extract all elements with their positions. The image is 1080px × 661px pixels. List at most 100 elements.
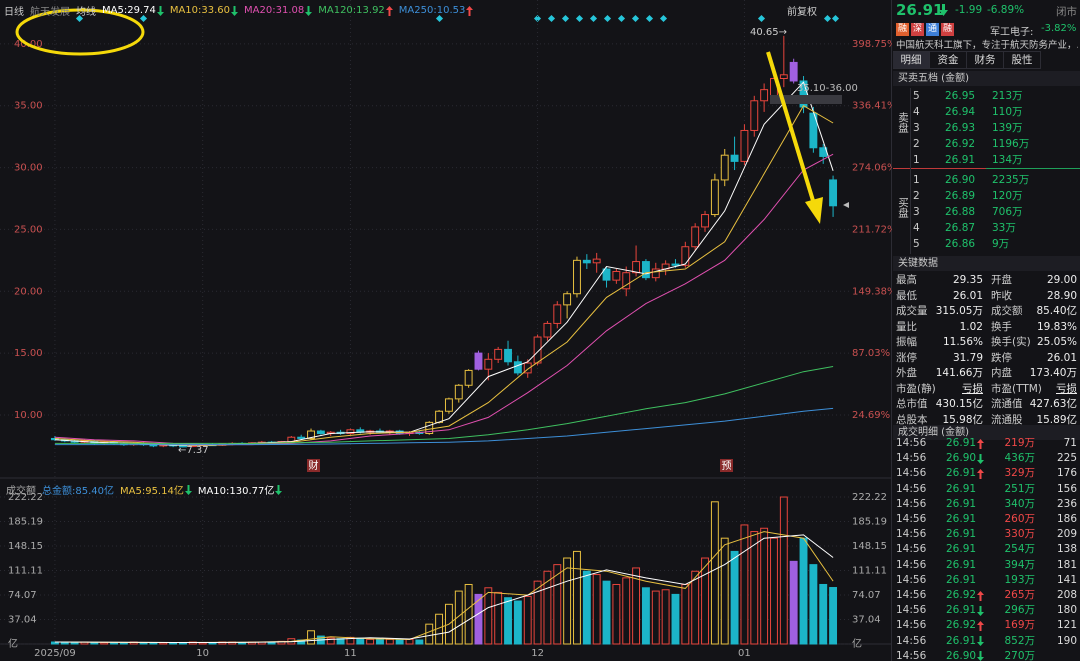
period[interactable]: 日线 (4, 7, 24, 18)
tab[interactable]: 股性 (1004, 52, 1041, 68)
candle-body (691, 226, 700, 248)
count: 138 (1056, 543, 1077, 556)
x-tick-label: 10 (196, 648, 209, 659)
y-tick-label: 185.19 (852, 517, 887, 528)
volume-bar (415, 639, 424, 645)
candle-body (681, 246, 690, 266)
high-label: 40.65→ (750, 27, 787, 38)
sector[interactable]: 军工电子: (990, 27, 1034, 38)
candle-body (602, 268, 611, 281)
key-value: 28.90 (1046, 289, 1077, 302)
key-label: 最低 (896, 289, 917, 302)
marks (50, 35, 838, 645)
legend-item: 总金额:85.40亿 (42, 486, 114, 497)
key-row: 振幅 11.56% 换手(实) 25.05% (893, 335, 1080, 350)
amount: 296万 (1004, 604, 1035, 617)
ma-line (54, 534, 834, 643)
legend-item: MA10:33.60 (170, 5, 239, 16)
amount: 340万 (1004, 497, 1035, 510)
event-badge[interactable]: 预 (722, 460, 732, 472)
key-value: 1.02 (959, 320, 983, 333)
up-icon (977, 620, 985, 631)
volume-bar (100, 642, 109, 645)
event-marker (589, 14, 598, 23)
level: 3 (913, 122, 920, 134)
key-value: 85.40亿 (1036, 305, 1077, 317)
amount: 251万 (1004, 482, 1035, 495)
level: 2 (913, 138, 920, 150)
candle-body (553, 304, 562, 324)
event-marker (823, 14, 832, 23)
count: 71 (1063, 437, 1077, 449)
volume-bar (592, 574, 601, 645)
market-status: 闭市 (1056, 6, 1077, 18)
volume-bar (612, 583, 621, 645)
amount: 1196万 (992, 138, 1030, 150)
book-row: 4 26.87 33万 (893, 221, 1080, 236)
key-label: 昨收 (991, 289, 1012, 302)
amount: 134万 (992, 154, 1023, 166)
event-marker (645, 14, 654, 23)
volume-bar (750, 531, 759, 645)
trade-row: 14:56 26.92 169万 121 (893, 618, 1080, 633)
price: 26.87 (945, 222, 976, 234)
adjust-mode[interactable]: 前复权 (787, 7, 817, 18)
event-badge[interactable]: 财 (309, 459, 319, 472)
key-value: 29.00 (1046, 274, 1077, 286)
candle-body (651, 268, 660, 279)
y2-tick-label: 149.38% (852, 286, 892, 297)
legend-item: MA250:10.53 (399, 5, 474, 16)
volume-bar (641, 587, 650, 645)
amount: 270万 (1004, 649, 1035, 661)
event-marker (561, 14, 570, 23)
time: 14:56 (896, 437, 927, 449)
event-marker (139, 14, 148, 23)
price-pointer (843, 202, 849, 208)
key-label: 流通股 (991, 413, 1023, 426)
volume-bar (464, 583, 473, 645)
main-toolbar: 日线 航天发展 均线 MA5:29.74 MA10:33.60 MA20:31.08… (4, 3, 474, 18)
key-label: 外盘 (896, 367, 917, 379)
volume-bar (651, 590, 660, 645)
trade-row: 14:56 26.90 270万 (893, 649, 1080, 661)
candle-body (179, 445, 187, 448)
tab[interactable]: 明细 (893, 52, 930, 68)
volume-bar (356, 637, 365, 645)
amount: 436万 (1004, 452, 1035, 465)
key-label: 市盈(静) (896, 382, 936, 395)
event-marker (831, 14, 840, 23)
change-pct: -6.89% (987, 4, 1025, 16)
price: 26.91 (946, 634, 985, 649)
candle-body (474, 352, 483, 370)
volume-bar (543, 570, 552, 645)
volume-bar (425, 623, 434, 645)
badge: 通 (926, 23, 939, 36)
volume-bar (405, 638, 414, 645)
volume-bar (701, 557, 709, 645)
down-icon (231, 5, 239, 16)
volume-title[interactable]: 成交额 (6, 486, 36, 497)
volume-bar (376, 638, 384, 645)
trade-row: 14:56 26.91 394万 181 (893, 558, 1080, 573)
key-row: 最低 26.01 昨收 28.90 (893, 289, 1080, 304)
price: 26.91 (946, 528, 977, 541)
event-marker (603, 14, 612, 23)
key-row: 量比 1.02 换手 19.83% (893, 320, 1080, 335)
tab[interactable]: 资金 (930, 52, 967, 68)
volume-bar (671, 593, 680, 645)
key-value: 141.66万 (935, 367, 983, 379)
time: 14:56 (896, 452, 927, 465)
key-value: 26.01 (952, 289, 983, 302)
key-row: 最高 29.35 开盘 29.00 (893, 273, 1080, 288)
price: 26.91 (946, 513, 977, 525)
price: 26.90 (945, 174, 976, 186)
book-row: 1 26.90 2235万 (893, 173, 1080, 188)
down-icon (156, 5, 164, 16)
ma-label[interactable]: 均线 (76, 7, 96, 18)
price: 26.91 (946, 497, 977, 510)
time: 14:56 (896, 543, 927, 556)
candle-body (504, 348, 512, 363)
amount: 169万 (1004, 619, 1035, 632)
price: 26.94 (945, 106, 976, 118)
tab[interactable]: 财务 (967, 52, 1004, 68)
